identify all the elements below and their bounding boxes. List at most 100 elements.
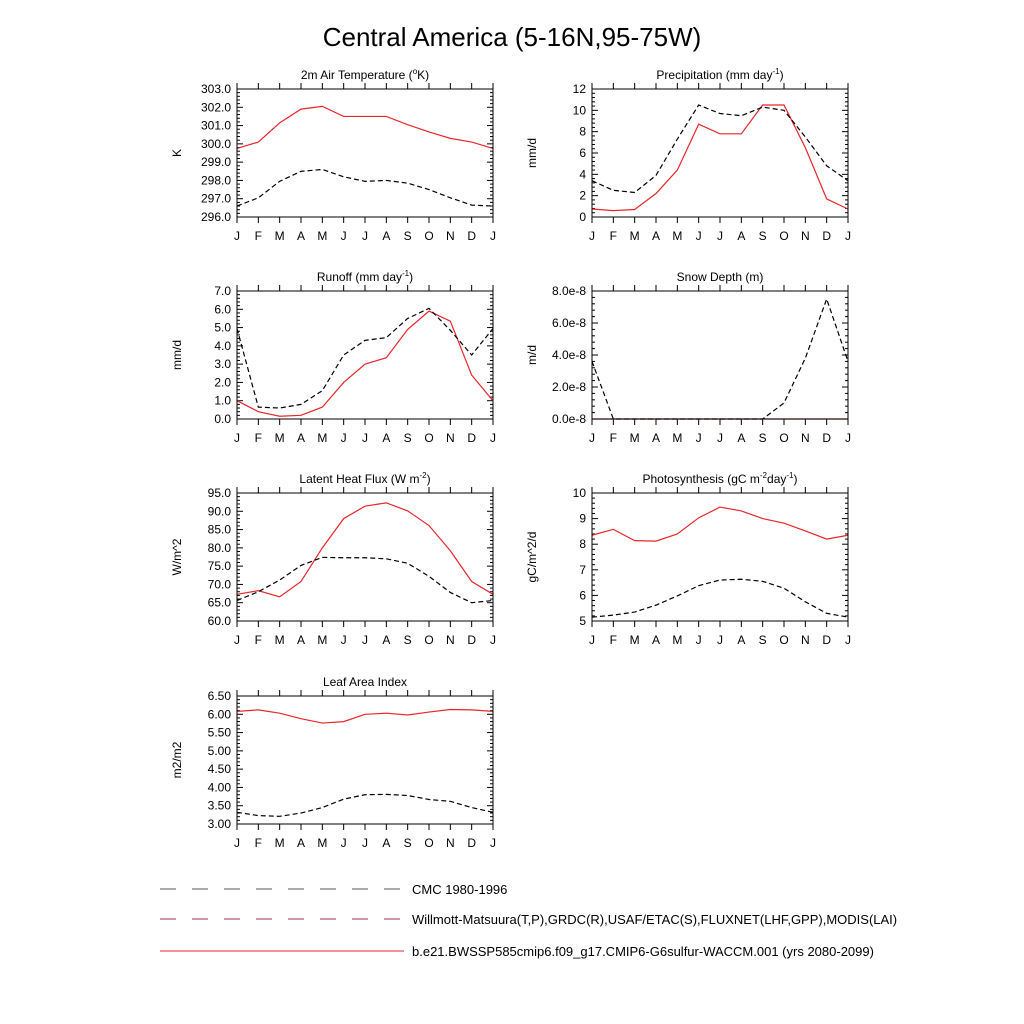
y-tick-label: 80.0	[208, 541, 232, 555]
y-tick-label: 65.0	[208, 596, 232, 610]
x-tick-label: D	[822, 431, 831, 445]
x-tick-label: A	[297, 431, 305, 445]
x-tick-label: M	[317, 431, 327, 445]
y-axis-label: mm/d	[170, 340, 184, 370]
panel-lhf: Latent Heat Flux (W m-2) W/m^2 60.0 65.0 70.…	[170, 471, 496, 647]
x-tick-label: M	[630, 229, 640, 243]
y-axis-label: m2/m2	[170, 741, 184, 778]
x-tick-label: M	[275, 229, 285, 243]
x-tick-label: J	[341, 633, 347, 647]
x-tick-label: A	[737, 633, 745, 647]
y-tick-label: 3.00	[208, 817, 232, 831]
y-tick-label: 2.0e-8	[552, 380, 586, 394]
plot-frame	[236, 492, 494, 622]
x-tick-label: A	[737, 431, 745, 445]
y-tick-label: 5.0	[214, 321, 231, 335]
legend-label: b.e21.BWSSP585cmip6.f09_g17.CMIP6-G6sulf…	[412, 944, 874, 959]
y-tick-label: 95.0	[208, 486, 232, 500]
y-tick-label: 298.0	[201, 173, 231, 187]
x-tick-label: A	[737, 229, 745, 243]
panel-title: Photosynthesis (gC m-2day-1)	[643, 471, 798, 486]
x-tick-label: F	[610, 229, 617, 243]
y-tick-label: 3.50	[208, 799, 232, 813]
series-line-obs	[236, 307, 494, 409]
plot-frame	[236, 88, 494, 218]
x-tick-label: A	[652, 229, 660, 243]
panel-title: 2m Air Temperature (oK)	[301, 67, 429, 82]
y-tick-label: 5	[579, 614, 586, 628]
x-tick-label: J	[490, 633, 496, 647]
x-tick-label: M	[630, 633, 640, 647]
y-tick-label: 2.0	[214, 375, 231, 389]
x-tick-label: N	[446, 836, 455, 850]
x-tick-label: F	[255, 633, 262, 647]
series-line-model	[236, 708, 494, 724]
figure-title: Central America (5-16N,95-75W)	[323, 22, 702, 52]
plot-frame	[591, 88, 849, 218]
y-tick-label: 6	[579, 146, 586, 160]
x-tick-label: S	[759, 431, 767, 445]
x-tick-label: N	[801, 633, 810, 647]
panel-t2m: 2m Air Temperature (oK) K 296.0 297.0 298.0 2…	[170, 67, 496, 243]
x-tick-label: A	[297, 633, 305, 647]
y-tick-label: 10	[573, 103, 587, 117]
x-tick-label: J	[341, 431, 347, 445]
plot-frame	[236, 695, 494, 825]
y-tick-label: 60.0	[208, 614, 232, 628]
x-tick-label: J	[490, 229, 496, 243]
x-tick-label: N	[446, 229, 455, 243]
x-tick-label: D	[467, 229, 476, 243]
x-tick-label: M	[275, 633, 285, 647]
x-tick-label: A	[297, 229, 305, 243]
y-axis-label: W/m^2	[170, 538, 184, 575]
plot-frame	[591, 290, 849, 420]
series-line-obs	[236, 168, 494, 207]
y-tick-label: 6	[579, 588, 586, 602]
x-tick-label: D	[822, 229, 831, 243]
x-tick-label: A	[652, 431, 660, 445]
x-tick-label: N	[446, 431, 455, 445]
x-tick-label: S	[759, 633, 767, 647]
panel-title: Latent Heat Flux (W m-2)	[299, 471, 430, 486]
x-tick-label: A	[382, 229, 390, 243]
y-tick-label: 85.0	[208, 523, 232, 537]
x-tick-label: J	[717, 633, 723, 647]
x-tick-label: M	[672, 633, 682, 647]
y-tick-label: 12	[573, 82, 587, 96]
x-tick-label: J	[845, 431, 851, 445]
y-tick-label: 300.0	[201, 137, 231, 151]
x-tick-label: J	[696, 229, 702, 243]
x-tick-label: D	[467, 633, 476, 647]
x-tick-label: F	[255, 229, 262, 243]
y-tick-label: 4.0e-8	[552, 348, 586, 362]
y-tick-label: 297.0	[201, 192, 231, 206]
x-tick-label: J	[490, 431, 496, 445]
x-tick-label: O	[424, 431, 433, 445]
x-tick-label: D	[822, 633, 831, 647]
y-tick-label: 301.0	[201, 119, 231, 133]
y-tick-label: 6.0e-8	[552, 316, 586, 330]
x-tick-label: F	[255, 836, 262, 850]
x-tick-label: J	[362, 431, 368, 445]
y-tick-label: 90.0	[208, 504, 232, 518]
x-tick-label: M	[672, 431, 682, 445]
x-tick-label: J	[234, 836, 240, 850]
y-tick-label: 3.0	[214, 357, 231, 371]
y-tick-label: 7	[579, 563, 586, 577]
y-tick-label: 296.0	[201, 210, 231, 224]
y-tick-label: 0	[579, 210, 586, 224]
x-tick-label: S	[404, 836, 412, 850]
x-tick-label: O	[424, 229, 433, 243]
x-tick-label: O	[779, 229, 788, 243]
series-line-model	[236, 310, 494, 417]
y-tick-label: 0.0	[214, 412, 231, 426]
x-tick-label: F	[255, 431, 262, 445]
x-tick-label: M	[317, 836, 327, 850]
panels: 2m Air Temperature (oK)K296.0297.0298.02…	[170, 67, 851, 850]
x-tick-label: N	[801, 229, 810, 243]
panel-title: Leaf Area Index	[323, 675, 407, 689]
x-tick-label: S	[404, 431, 412, 445]
x-tick-label: J	[490, 836, 496, 850]
